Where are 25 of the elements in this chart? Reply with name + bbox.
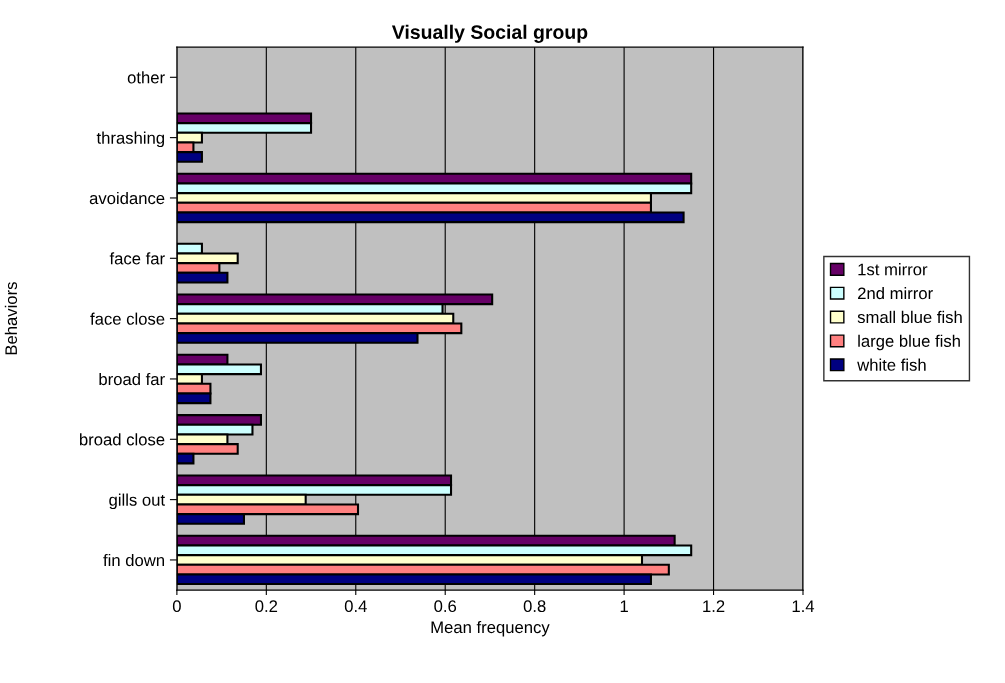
legend-label: white fish xyxy=(857,358,926,371)
x-tick-label: 1.2 xyxy=(703,600,725,612)
x-tick-label: 0.6 xyxy=(434,600,457,613)
legend-label: 2nd mirror xyxy=(858,286,933,300)
legend-label: small blue fish xyxy=(857,310,962,324)
x-tick-label: 0 xyxy=(172,600,181,613)
y-tick-label: face far xyxy=(109,252,165,265)
y-tick-label: other xyxy=(127,71,165,84)
x-tick-label: 0.2 xyxy=(255,600,278,613)
legend-label: 1st mirror xyxy=(858,263,928,276)
x-tick-label: 1 xyxy=(620,600,628,612)
y-tick-label: broad close xyxy=(79,433,165,446)
y-tick-label: avoidance xyxy=(89,191,165,205)
x-tick-label: 1.4 xyxy=(792,600,815,612)
legend-label: large blue fish xyxy=(858,334,960,351)
x-tick-label: 0.8 xyxy=(523,600,546,613)
x-tick-label: 0.4 xyxy=(344,600,367,613)
y-axis-title: Behaviors xyxy=(4,282,18,355)
chart-title: Visually Social group xyxy=(391,24,588,43)
y-tick-label: gills out xyxy=(109,493,165,510)
y-tick-label: face close xyxy=(90,312,165,325)
y-tick-label: fin down xyxy=(103,553,164,567)
y-tick-label: thrashing xyxy=(96,131,165,148)
x-axis-title: Mean frequency xyxy=(431,620,550,637)
y-tick-label: broad far xyxy=(99,372,165,386)
